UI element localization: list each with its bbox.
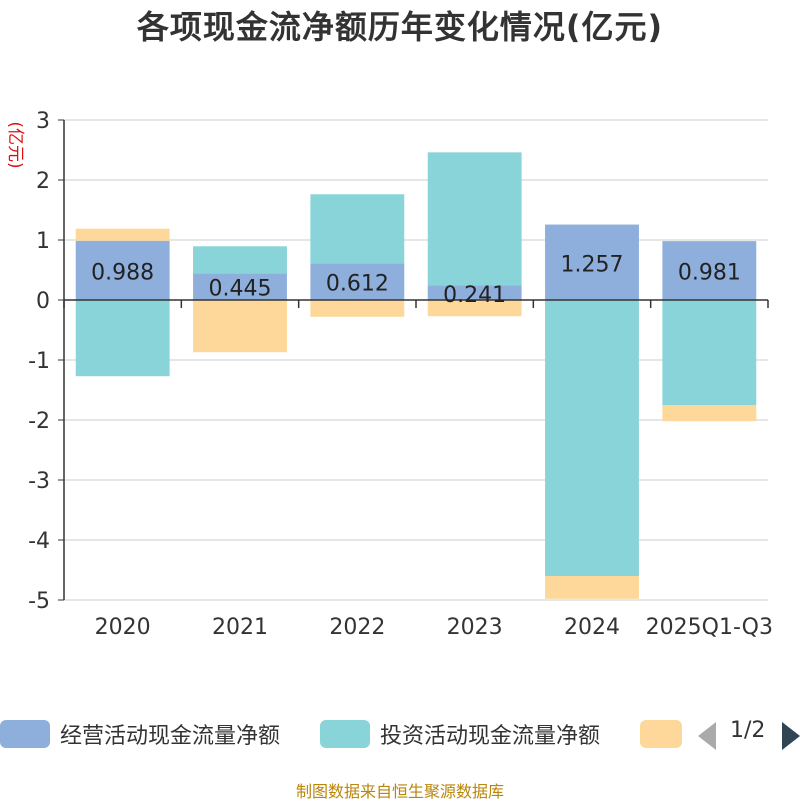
x-tick-label: 2024 <box>564 615 620 640</box>
y-tick-label: -1 <box>28 349 50 374</box>
y-axis-title: (亿元) <box>5 121 25 168</box>
bar-value-label: 1.257 <box>561 252 624 277</box>
bar-operating <box>545 224 639 300</box>
legend-swatch-financing <box>640 720 682 748</box>
bar-financing <box>427 300 522 317</box>
y-tick-label: 2 <box>36 169 50 194</box>
legend-item-operating[interactable]: 经营活动现金流量净额 <box>0 716 280 752</box>
bar-investing <box>75 300 170 377</box>
legend: 经营活动现金流量净额 投资活动现金流量净额 1/2 <box>0 716 800 752</box>
bar-value-label: 0.612 <box>326 272 389 297</box>
bar-operating <box>75 240 170 300</box>
bar-value-label: 0.981 <box>678 261 741 286</box>
bar-investing <box>310 194 405 264</box>
y-tick-label: -4 <box>28 529 50 554</box>
bar-financing <box>662 405 757 422</box>
legend-page-indicator: 1/2 <box>730 718 766 743</box>
bar-financing <box>310 300 405 317</box>
bar-financing <box>193 300 287 353</box>
legend-label-operating: 经营活动现金流量净额 <box>60 724 281 749</box>
bar-investing <box>193 246 287 274</box>
x-tick-label: 2023 <box>447 615 503 640</box>
x-tick-label: 2020 <box>95 615 151 640</box>
data-source-note: 制图数据来自恒生聚源数据库 <box>295 782 504 801</box>
legend-label-investing: 投资活动现金流量净额 <box>380 724 601 749</box>
y-tick-label: 3 <box>36 109 50 134</box>
bar-value-label: 0.241 <box>443 283 506 308</box>
bar-operating <box>310 263 405 300</box>
bar-investing <box>662 300 757 405</box>
bar-operating <box>662 241 757 300</box>
legend-item-investing[interactable]: 投资活动现金流量净额 <box>320 716 600 752</box>
y-tick-label: 0 <box>36 289 50 314</box>
x-tick-label: 2022 <box>329 615 385 640</box>
y-tick-label: -5 <box>28 589 50 614</box>
legend-swatch-investing <box>320 720 370 748</box>
chart-plot: 3 2 1 0 -1 -2 -3 -4 -5 (亿元) 2020 2021 2022 2023 2024 20… <box>5 109 773 640</box>
bar-investing <box>545 300 639 576</box>
legend-item-financing[interactable] <box>640 716 682 752</box>
bar-operating <box>193 273 287 300</box>
bar-investing <box>427 152 522 286</box>
y-tick-label: -3 <box>28 469 50 494</box>
bar-financing <box>75 228 170 241</box>
legend-next-page-icon[interactable] <box>782 722 800 750</box>
bar-financing <box>545 576 639 599</box>
x-tick-label: 2025Q1-Q3 <box>646 615 773 640</box>
y-tick-label: 1 <box>36 229 50 254</box>
legend-swatch-operating <box>0 720 50 748</box>
x-tick-label: 2021 <box>212 615 268 640</box>
bar-value-label: 0.445 <box>209 277 272 302</box>
bar-operating <box>427 285 522 300</box>
bar-value-label: 0.988 <box>91 260 154 285</box>
legend-prev-page-icon[interactable] <box>698 722 716 750</box>
y-tick-label: -2 <box>28 409 50 434</box>
chart-title: 各项现金流净额历年变化情况(亿元) <box>136 8 664 46</box>
